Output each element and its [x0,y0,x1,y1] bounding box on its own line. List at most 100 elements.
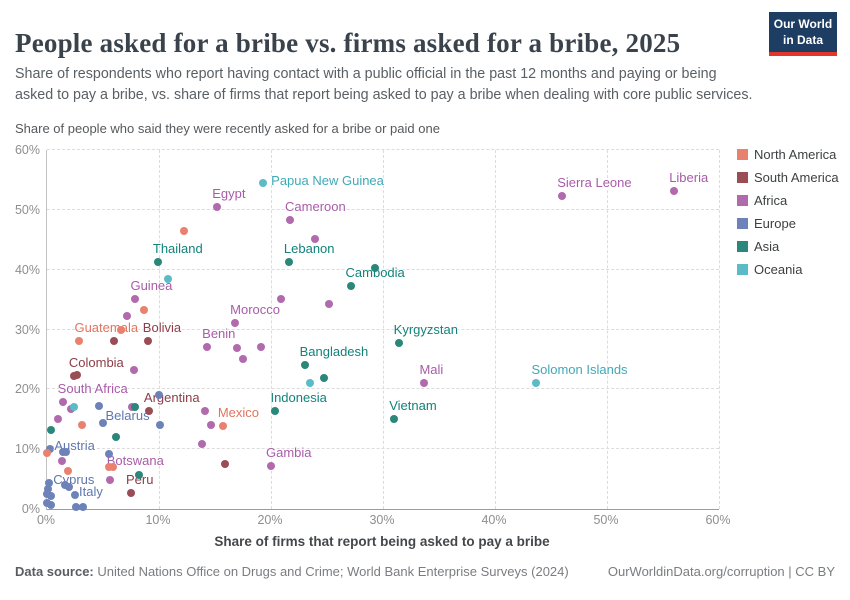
country-label: Indonesia [270,389,327,405]
y-axis-title: Share of people who said they were recen… [15,121,440,136]
legend-label: Oceania [754,262,803,277]
scatter-dot [277,295,286,303]
legend-item-oceania[interactable]: Oceania [737,262,849,277]
legend-swatch [737,195,748,206]
scatter-dot [127,489,135,498]
scatter-dot [47,501,56,510]
scatter-dot [200,407,209,416]
gridline-vertical [495,150,496,509]
gridline-vertical [719,150,720,509]
scatter-dot [197,439,206,448]
gridline-vertical [383,150,384,509]
scatter-dot [420,379,429,388]
legend-label: Europe [754,216,796,231]
datasource-text: Data source: United Nations Office on Dr… [15,564,569,579]
scatter-dot [99,418,107,427]
datasource-label: Data source: [15,564,94,579]
scatter-dot [46,445,55,454]
scatter-dot [221,460,230,469]
scatter-dot [54,414,63,423]
legend-item-africa[interactable]: Africa [737,193,849,208]
scatter-dot [130,366,139,375]
scatter-dot [371,263,380,272]
x-axis-ticks: 0% 10% 20% 30% 40% 50% 60% [37,513,731,529]
scatter-dot [116,325,125,334]
scatter-dot [140,306,149,315]
scatter-dot [310,234,319,243]
license-text[interactable]: OurWorldinData.org/corruption | CC BY [607,564,835,579]
scatter-dot [144,407,153,416]
owid-logo[interactable]: Our World in Data [769,12,837,57]
scatter-dot [256,342,265,351]
x-tick-label: 50% [593,513,619,527]
x-tick-label: 0% [36,513,56,527]
y-axis-ticks: 0% 10% 20% 30% 40% 50% 60% [0,143,40,516]
x-tick-label: 30% [369,513,395,527]
legend-label: South America [754,170,839,185]
country-label: Kyrgyzstan [393,322,458,338]
y-tick-label: 50% [14,202,40,217]
scatter-dot [57,456,66,465]
country-label: Cambodia [345,265,405,281]
legend-item-asia[interactable]: Asia [737,239,849,254]
scatter-dot [233,344,242,353]
scatter-dot [44,485,53,494]
x-tick-label: 20% [257,513,283,527]
scatter-dot [47,492,56,501]
page-title: People asked for a bribe vs. firms asked… [15,28,681,59]
legend-swatch [737,241,748,252]
x-tick-label: 40% [481,513,507,527]
legend-label: North America [754,147,837,162]
x-tick-label: 60% [705,513,731,527]
country-label: Cameroon [285,199,346,215]
footer: Data source: United Nations Office on Dr… [15,564,835,579]
country-label: Liberia [669,169,709,185]
country-label: Bolivia [142,319,182,335]
scatter-dot [394,339,403,348]
legend-swatch [737,172,748,183]
owid-logo-red-bar [769,52,837,57]
country-label: Egypt [212,186,246,202]
legend-label: Africa [754,193,788,208]
scatter-dot [72,502,81,511]
scatter-dot [104,462,113,471]
scatter-dot [73,370,82,379]
scatter-dot [122,312,131,321]
scatter-dot [134,470,143,479]
scatter-dot [286,216,295,225]
legend: North America South America Africa Europe As… [737,147,849,285]
y-tick-label: 30% [14,322,40,337]
plot-area[interactable]: Papua New Guinea Egypt Cameroon Sierra Leon… [43,149,720,512]
country-label: Mali [419,362,444,378]
gridline-horizontal [47,328,719,330]
scatter-dot [43,499,51,508]
scatter-dot [239,355,247,364]
scatter-dot [218,421,227,430]
scatter-dot [271,406,280,415]
country-label: Italy [79,484,103,500]
scatter-dot [110,336,119,345]
scatter-dot [64,466,73,475]
legend-item-south_america[interactable]: South America [737,170,849,185]
country-label: Argentina [143,390,200,406]
y-tick-label: 10% [14,442,40,457]
scatter-dot [179,226,188,235]
country-label: Vietnam [389,397,437,413]
datasource-value: United Nations Office on Drugs and Crime… [97,564,569,579]
scatter-dot [319,373,328,382]
scatter-dot [105,476,114,485]
scatter-dot [62,448,71,457]
legend-item-north_america[interactable]: North America [737,147,849,162]
scatter-dot [231,318,240,327]
scatter-dot [306,379,315,388]
scatter-dot [156,421,165,430]
country-label: Bangladesh [299,344,369,360]
country-label: Guatemala [74,319,139,335]
scatter-dot [267,461,275,470]
owid-logo-line2: in Data [782,32,823,47]
scatter-dot [45,479,54,488]
scatter-dot [284,257,293,266]
country-label: Colombia [68,355,124,371]
legend-item-europe[interactable]: Europe [737,216,849,231]
scatter-dot [94,401,103,410]
